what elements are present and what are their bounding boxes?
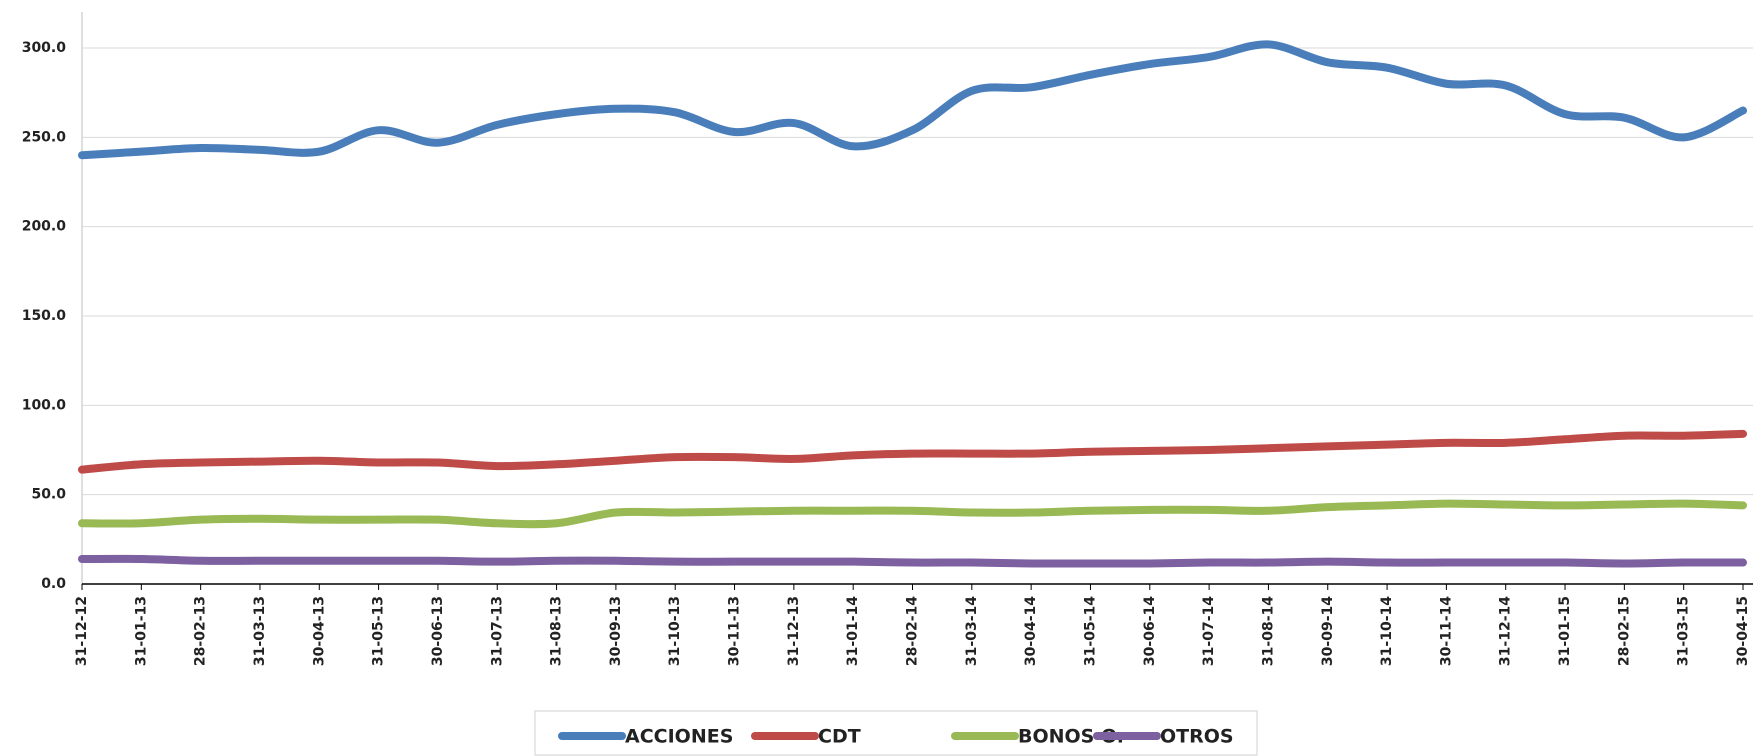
x-tick-label: 31-07-13 <box>489 596 505 666</box>
x-tick-label: 30-06-14 <box>1142 596 1158 666</box>
x-tick-label: 28-02-13 <box>193 596 209 666</box>
series-line <box>78 429 1747 474</box>
x-tick-label: 31-01-15 <box>1557 596 1573 666</box>
legend-label: ACCIONES <box>625 726 733 748</box>
x-tick-label: 31-12-14 <box>1498 596 1514 666</box>
x-tick-label: 31-05-14 <box>1082 596 1098 666</box>
y-tick-label: 150.0 <box>22 308 67 324</box>
x-tick-label: 31-03-13 <box>252 596 268 666</box>
x-tick-label: 31-12-12 <box>74 596 90 666</box>
x-tick-label: 31-07-14 <box>1201 596 1217 666</box>
x-tick-label: 31-03-14 <box>964 596 980 666</box>
y-tick-label: 50.0 <box>31 487 66 503</box>
y-tick-label: 100.0 <box>22 397 67 413</box>
x-tick-label: 31-08-13 <box>549 596 565 666</box>
legend-label: BONOS O. <box>1018 726 1124 748</box>
series-line <box>78 554 1747 568</box>
x-tick-label: 30-04-13 <box>311 596 327 666</box>
y-tick-label: 300.0 <box>22 40 67 56</box>
y-tick-label: 200.0 <box>22 219 67 235</box>
x-tick-label: 28-02-15 <box>1616 596 1632 666</box>
x-tick-label: 31-01-13 <box>133 596 149 666</box>
legend-label: OTROS <box>1160 726 1234 748</box>
x-tick-label: 31-10-14 <box>1379 596 1395 666</box>
x-tick-label: 31-01-14 <box>845 596 861 666</box>
series-line <box>78 499 1747 529</box>
y-tick-label: 250.0 <box>22 129 67 145</box>
y-tick-label: 0.0 <box>41 576 66 592</box>
x-tick-label: 31-10-13 <box>667 596 683 666</box>
x-tick-label: 31-12-13 <box>786 596 802 666</box>
legend-label: CDT <box>818 726 861 748</box>
series-line <box>78 40 1747 160</box>
x-tick-label: 31-05-13 <box>371 596 387 666</box>
x-tick-label: 31-03-15 <box>1676 596 1692 666</box>
x-tick-label: 30-06-13 <box>430 596 446 666</box>
x-tick-label: 30-09-14 <box>1320 596 1336 666</box>
x-tick-label: 30-09-13 <box>608 596 624 666</box>
x-tick-label: 30-11-14 <box>1438 596 1454 666</box>
x-tick-label: 30-04-15 <box>1735 596 1751 666</box>
x-tick-label: 28-02-14 <box>905 596 921 666</box>
x-tick-label: 31-08-14 <box>1260 596 1276 666</box>
x-tick-label: 30-11-13 <box>727 596 743 666</box>
x-tick-label: 30-04-14 <box>1023 596 1039 666</box>
